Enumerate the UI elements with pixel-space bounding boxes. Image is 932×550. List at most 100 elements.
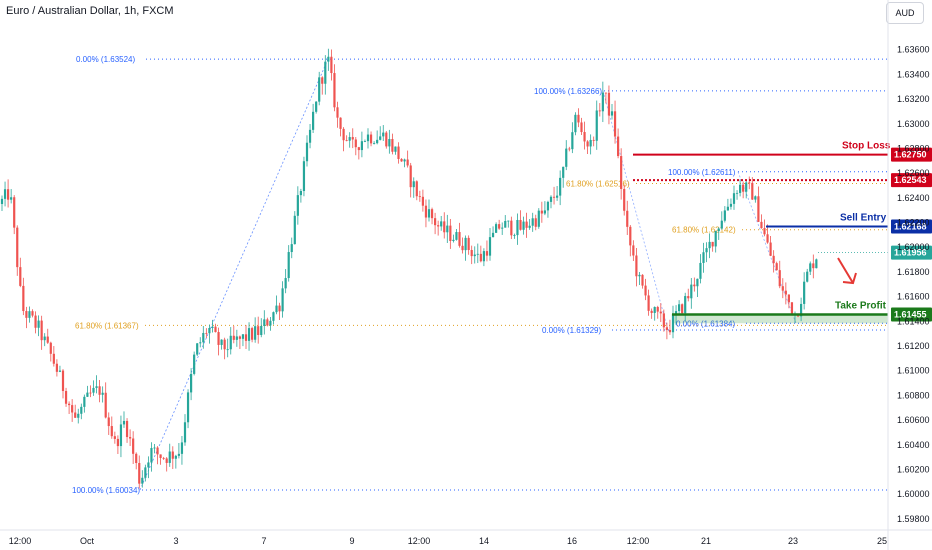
candle-body [141,477,144,484]
y-tick-label: 1.60200 [897,464,930,474]
fib-level-label: 61.80% (1.62516) [566,180,630,189]
candle-body [464,237,467,251]
candle-body [613,111,617,137]
candle-body [363,141,367,142]
fib-level-label: 0.00% (1.61329) [542,326,601,335]
y-tick-label: 1.62000 [897,242,930,252]
candle-body [22,285,25,312]
candle-body [531,218,534,226]
fib-trendline [139,58,329,491]
candle-body [632,245,635,256]
candle-body [525,221,528,228]
price-badge [891,219,932,234]
candle-body [607,92,611,116]
candle-body [714,231,717,247]
candle-body [452,239,455,242]
candle-body [629,226,632,246]
candle-body [434,218,437,226]
candle-body [534,218,537,227]
candle-body [437,225,440,227]
candle-body [318,77,321,102]
candle-body [360,141,363,151]
candle-body [549,196,553,202]
price-badge-label: 1.62168 [894,221,927,231]
candle-body [516,219,519,236]
y-tick-label: 1.60400 [897,440,930,450]
candle-body [403,159,406,162]
candle-body [156,447,159,455]
candle-body [159,454,162,458]
candle-body [751,182,754,200]
candle-body [723,210,726,221]
candle-body [107,417,110,427]
fib-level-label: 100.00% (1.63266) [534,87,602,96]
x-tick-label: 25 [877,536,887,546]
y-tick-label: 1.61800 [897,267,930,277]
candle-body [174,455,177,459]
candle-body [778,270,781,287]
candle-body [513,235,516,236]
candle-body [537,210,540,227]
candle-body [586,141,589,147]
candle-body [247,328,251,341]
y-tick-label: 1.63400 [897,69,930,79]
candle-body [485,251,489,256]
candle-body [641,274,644,286]
fib-level-label: 100.00% (1.60034) [72,486,140,495]
candle-body [241,334,245,339]
candle-body [43,336,46,341]
candle-body [40,320,43,341]
candle-body [214,326,217,333]
candle-body [385,132,388,147]
currency-selector[interactable]: AUD [886,2,924,24]
candle-body [430,209,434,219]
y-tick-label: 1.63200 [897,94,930,104]
candle-body [476,253,479,255]
price-badge [891,173,932,188]
price-badge-label: 1.62750 [894,150,927,160]
candle-body [229,335,232,350]
candle-body [122,420,126,425]
candle-body [540,210,543,214]
candle-body [351,137,354,140]
candle-body [443,221,446,233]
candle-body [781,286,784,291]
candle-body [251,328,254,340]
candle-body [379,136,382,140]
candle-body [290,244,293,253]
candle-body [171,451,174,459]
candle-body [772,255,775,264]
candle-body [357,147,360,151]
candle-body [498,224,501,229]
x-tick-label: 3 [173,536,178,546]
price-axis[interactable]: 1.63600 1.63400 1.63200 1.63000 1.62800 1.626… [887,0,930,550]
time-axis[interactable]: 12:00 Oct 3 7 9 12:00 14 16 12:00 21 23 25 [0,529,932,546]
candle-body [254,326,257,340]
y-tick-label: 1.60800 [897,390,930,400]
x-tick-label: 12:00 [627,536,650,546]
candle-body [720,220,723,229]
candle-body [220,339,223,345]
candle-body [406,159,409,166]
candle-body [272,312,275,321]
y-tick-label: 1.61600 [897,292,930,302]
price-badge-label: 1.61455 [894,310,927,320]
candle-body [223,339,226,350]
fib-trendline [737,171,797,324]
candle-body [89,392,92,394]
x-tick-label: 23 [788,536,798,546]
candle-body [257,326,260,336]
candle-body [68,403,71,406]
candle-body [113,436,116,439]
candle-body [31,311,34,316]
y-tick-label: 1.63600 [897,45,930,55]
candle-body [34,315,37,328]
candle-body [296,195,299,216]
candle-body [592,139,595,141]
candle-body [711,241,714,247]
y-tick-label: 1.62200 [897,218,930,228]
x-tick-label: 7 [261,536,266,546]
candle-body [0,198,4,205]
candle-body [562,166,565,178]
